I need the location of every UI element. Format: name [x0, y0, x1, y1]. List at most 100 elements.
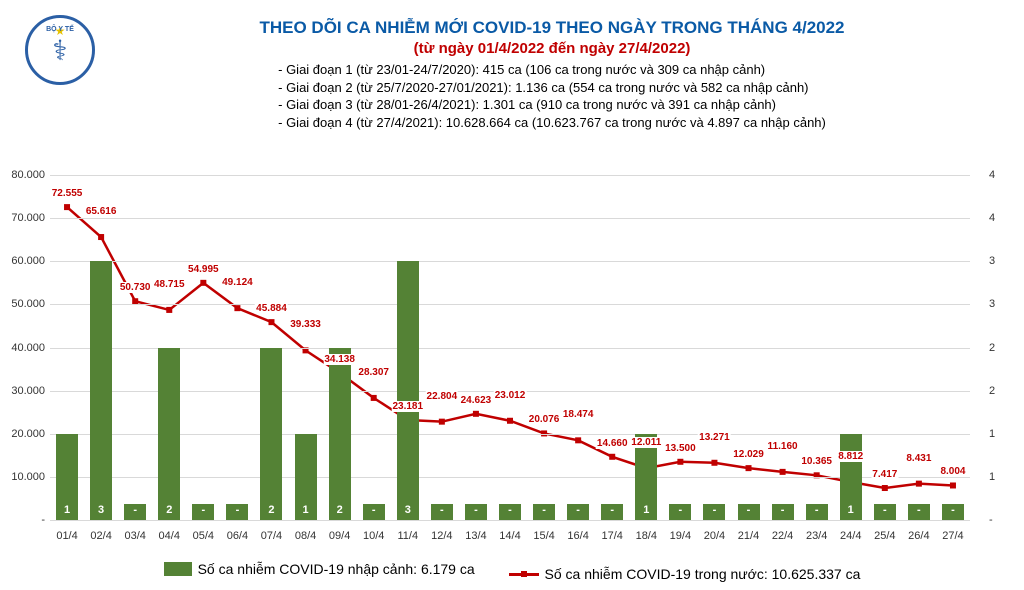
bar-value-label: 2	[166, 504, 172, 516]
bar-value-label: 2	[268, 504, 274, 516]
bar: -	[703, 504, 725, 520]
line-marker	[98, 234, 104, 240]
legend-line-label: Số ca nhiễm COVID-19 trong nước: 10.625.…	[545, 566, 861, 582]
x-axis-label: 23/4	[806, 530, 827, 542]
gridline	[50, 304, 970, 305]
x-axis-label: 04/4	[159, 530, 180, 542]
bar-value-label: 1	[848, 504, 854, 516]
x-axis-label: 26/4	[908, 530, 929, 542]
legend-bar-label: Số ca nhiễm COVID-19 nhập cảnh: 6.179 ca	[198, 561, 475, 577]
x-axis-label: 09/4	[329, 530, 350, 542]
bar: -	[738, 504, 760, 520]
gridline	[50, 218, 970, 219]
bar-value-label: -	[508, 504, 512, 516]
x-axis-label: 11/4	[397, 530, 418, 542]
bar: -	[567, 504, 589, 520]
y-axis-right: -11223344	[984, 175, 1019, 540]
line-marker	[200, 280, 206, 286]
bar: -	[942, 504, 964, 520]
y-left-tick: 80.000	[11, 169, 45, 181]
bar: -	[669, 504, 691, 520]
x-axis-label: 08/4	[295, 530, 316, 542]
bar-value-label: -	[133, 504, 137, 516]
bar-value-label: -	[781, 504, 785, 516]
bar-value-label: -	[951, 504, 955, 516]
gridline	[50, 434, 970, 435]
bar: 2	[329, 348, 351, 521]
line-value-label: 8.431	[905, 453, 932, 464]
gridline	[50, 477, 970, 478]
line-marker	[439, 419, 445, 425]
bar-value-label: -	[917, 504, 921, 516]
line-value-label: 48.715	[153, 279, 186, 290]
line-value-label: 23.181	[391, 401, 424, 412]
y-right-tick: 1	[989, 471, 995, 483]
x-axis-label: 12/4	[431, 530, 452, 542]
legend-bar: Số ca nhiễm COVID-19 nhập cảnh: 6.179 ca	[164, 561, 475, 577]
line-value-label: 24.623	[460, 395, 493, 406]
line-marker	[746, 465, 752, 471]
bar-value-label: -	[440, 504, 444, 516]
line-marker	[575, 437, 581, 443]
legend-line: Số ca nhiễm COVID-19 trong nước: 10.625.…	[509, 566, 861, 582]
line-value-label: 13.500	[664, 443, 697, 454]
chart-header: THEO DÕI CA NHIỄM MỚI COVID-19 THEO NGÀY…	[10, 10, 1004, 132]
line-value-label: 11.160	[767, 441, 799, 452]
line-marker	[234, 305, 240, 311]
bar: -	[431, 504, 453, 520]
x-axis-label: 14/4	[499, 530, 520, 542]
y-left-tick: -	[41, 514, 45, 526]
x-axis-label: 15/4	[533, 530, 554, 542]
phase-4: - Giai đoạn 4 (từ 27/4/2021): 10.628.664…	[278, 114, 826, 132]
x-axis-label: 07/4	[261, 530, 282, 542]
line-value-label: 49.124	[221, 277, 254, 288]
legend-line-icon	[509, 573, 539, 576]
bar-value-label: -	[576, 504, 580, 516]
x-axis-label: 10/4	[363, 530, 384, 542]
y-axis-left: -10.00020.00030.00040.00050.00060.00070.…	[5, 175, 50, 540]
line-marker	[64, 204, 70, 210]
line-value-label: 50.730	[119, 282, 152, 293]
bar: 1	[295, 434, 317, 520]
phase-3: - Giai đoạn 3 (từ 28/01-26/4/2021): 1.30…	[278, 96, 826, 114]
bar-value-label: -	[610, 504, 614, 516]
bar-value-label: 3	[98, 504, 104, 516]
line-value-label: 54.995	[187, 264, 220, 275]
bar: -	[499, 504, 521, 520]
x-axis-label: 17/4	[602, 530, 623, 542]
bar: 1	[840, 434, 862, 520]
x-axis-label: 05/4	[193, 530, 214, 542]
line-value-label: 65.616	[85, 206, 118, 217]
line-value-label: 20.076	[528, 414, 561, 425]
y-right-tick: 4	[989, 169, 995, 181]
phase-list: - Giai đoạn 1 (từ 23/01-24/7/2020): 415 …	[278, 61, 826, 131]
line-marker	[507, 418, 513, 424]
y-left-tick: 70.000	[11, 212, 45, 224]
line-value-label: 7.417	[871, 469, 898, 480]
plot: 01/4102/4303/4-04/4205/4-06/4-07/4208/41…	[50, 175, 970, 520]
gridline	[50, 348, 970, 349]
bar-value-label: -	[201, 504, 205, 516]
line-value-label: 13.271	[698, 432, 731, 443]
bar-value-label: -	[542, 504, 546, 516]
bar: -	[601, 504, 623, 520]
x-axis-label: 06/4	[227, 530, 248, 542]
bar-value-label: -	[679, 504, 683, 516]
y-left-tick: 10.000	[11, 471, 45, 483]
x-axis-label: 25/4	[874, 530, 895, 542]
bar-value-label: -	[713, 504, 717, 516]
bar: -	[192, 504, 214, 520]
chart-subtitle: (từ ngày 01/4/2022 đến ngày 27/4/2022)	[100, 40, 1004, 57]
y-right-tick: 3	[989, 255, 995, 267]
y-left-tick: 20.000	[11, 428, 45, 440]
y-right-tick: 1	[989, 428, 995, 440]
bar: -	[226, 504, 248, 520]
line-value-label: 8.812	[837, 451, 864, 462]
legend: Số ca nhiễm COVID-19 nhập cảnh: 6.179 ca…	[0, 561, 1024, 583]
legend-bar-icon	[164, 562, 192, 576]
bar: -	[124, 504, 146, 520]
phase-2: - Giai đoạn 2 (từ 25/7/2020-27/01/2021):…	[278, 79, 826, 97]
bar-value-label: -	[236, 504, 240, 516]
bar-value-label: -	[747, 504, 751, 516]
x-axis-label: 21/4	[738, 530, 759, 542]
